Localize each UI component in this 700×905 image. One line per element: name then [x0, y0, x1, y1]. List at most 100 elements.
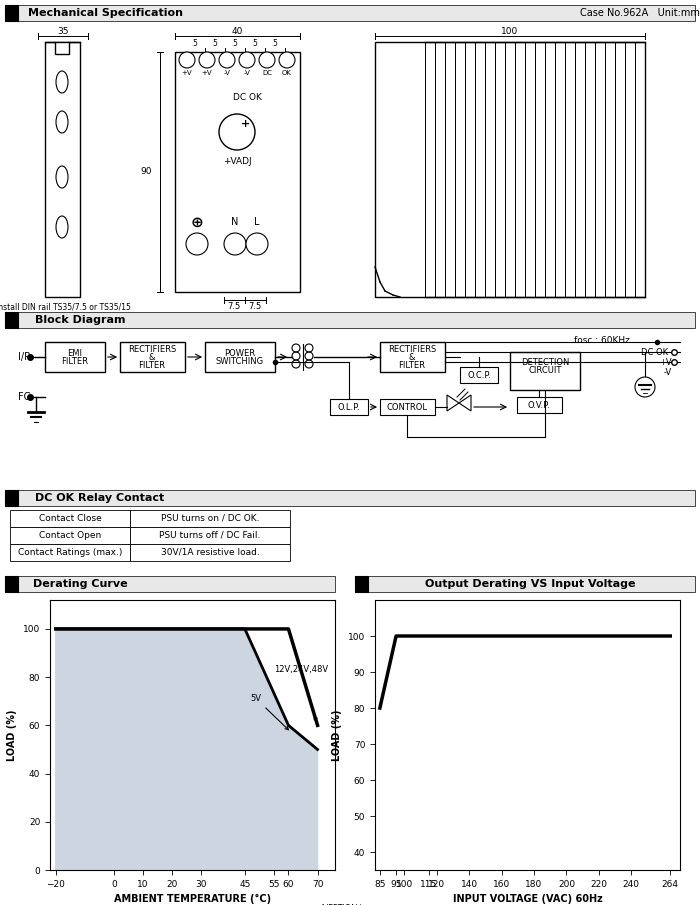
Circle shape	[186, 233, 208, 255]
Text: 5: 5	[232, 40, 237, 49]
Bar	[375, 42, 645, 297]
Ellipse shape	[56, 166, 68, 188]
Text: 5V: 5V	[251, 694, 288, 729]
Bar	[5, 576, 335, 592]
Text: &: &	[409, 353, 415, 361]
Ellipse shape	[56, 216, 68, 238]
Bar	[10, 510, 130, 527]
Text: OK: OK	[282, 70, 292, 76]
Text: 40: 40	[231, 27, 243, 36]
Text: Contact Close: Contact Close	[38, 513, 102, 522]
Bar	[510, 352, 580, 390]
Text: +V: +V	[202, 70, 212, 76]
Bar	[5, 576, 18, 592]
Circle shape	[635, 377, 655, 397]
Polygon shape	[459, 395, 471, 411]
Bar	[517, 397, 562, 413]
Circle shape	[239, 52, 255, 68]
Text: L: L	[254, 217, 260, 227]
Circle shape	[219, 52, 235, 68]
Bar	[120, 342, 185, 372]
Text: 12V,24V,48V: 12V,24V,48V	[274, 665, 328, 721]
Text: FILTER: FILTER	[398, 360, 426, 369]
Y-axis label: LOAD (%): LOAD (%)	[8, 710, 18, 761]
Text: I/P: I/P	[18, 352, 30, 362]
Polygon shape	[447, 395, 459, 411]
Bar	[5, 490, 695, 506]
Text: 90: 90	[141, 167, 152, 176]
Bar	[5, 490, 18, 506]
Bar	[460, 367, 498, 383]
Text: 5: 5	[253, 40, 258, 49]
Bar	[10, 527, 130, 544]
Polygon shape	[56, 629, 318, 870]
Text: -V: -V	[223, 70, 230, 76]
Bar	[205, 342, 275, 372]
Text: (VERTICAL): (VERTICAL)	[321, 904, 363, 905]
Bar	[10, 544, 130, 561]
Text: O.L.P.: O.L.P.	[337, 403, 360, 412]
Text: 30V/1A resistive load.: 30V/1A resistive load.	[160, 548, 260, 557]
Text: ⊕: ⊕	[190, 214, 204, 230]
Text: +V: +V	[659, 357, 672, 367]
Text: DETECTION: DETECTION	[521, 357, 569, 367]
Text: FILTER: FILTER	[139, 360, 165, 369]
Bar	[130, 510, 290, 527]
Text: Install DIN rail TS35/7.5 or TS35/15: Install DIN rail TS35/7.5 or TS35/15	[0, 302, 130, 311]
Bar	[130, 527, 290, 544]
Bar	[55, 42, 69, 54]
Ellipse shape	[56, 111, 68, 133]
Text: Output Derating VS Input Voltage: Output Derating VS Input Voltage	[425, 579, 636, 589]
Bar	[5, 312, 18, 328]
Text: 5: 5	[213, 40, 218, 49]
Bar	[5, 312, 695, 328]
Text: 7.5: 7.5	[248, 301, 262, 310]
Bar	[380, 342, 445, 372]
X-axis label: INPUT VOLTAGE (VAC) 60Hz: INPUT VOLTAGE (VAC) 60Hz	[453, 894, 603, 904]
Circle shape	[199, 52, 215, 68]
Bar	[130, 544, 290, 561]
Text: CONTROL: CONTROL	[386, 403, 428, 412]
X-axis label: AMBIENT TEMPERATURE (°C): AMBIENT TEMPERATURE (°C)	[114, 894, 271, 904]
Text: DC: DC	[262, 70, 272, 76]
Text: Contact Open: Contact Open	[39, 530, 101, 539]
Circle shape	[246, 233, 268, 255]
Text: 100: 100	[501, 27, 519, 36]
Text: POWER: POWER	[225, 348, 256, 357]
Text: Mechanical Specification: Mechanical Specification	[27, 8, 183, 18]
Circle shape	[219, 114, 255, 150]
Text: +VADJ: +VADJ	[223, 157, 251, 167]
Text: +: +	[240, 119, 250, 129]
Text: +V: +V	[182, 70, 192, 76]
Text: RECTIFIERS: RECTIFIERS	[388, 345, 436, 354]
Text: FILTER: FILTER	[62, 357, 88, 366]
Bar	[45, 42, 80, 297]
Text: 7.5: 7.5	[228, 301, 241, 310]
Text: O.V.P.: O.V.P.	[528, 401, 550, 409]
Text: &: &	[148, 353, 155, 361]
Text: 35: 35	[57, 27, 69, 36]
Bar	[5, 5, 18, 21]
Text: SWITCHING: SWITCHING	[216, 357, 264, 366]
Circle shape	[279, 52, 295, 68]
Text: Case No.962A   Unit:mm: Case No.962A Unit:mm	[580, 8, 700, 18]
Text: -V: -V	[244, 70, 251, 76]
Bar	[355, 576, 368, 592]
Text: DC OK: DC OK	[232, 92, 261, 101]
Text: DC OK Relay Contact: DC OK Relay Contact	[36, 493, 164, 503]
Text: Derating Curve: Derating Curve	[33, 579, 127, 589]
Text: 5: 5	[193, 40, 197, 49]
Text: fosc : 60KHz: fosc : 60KHz	[574, 336, 630, 345]
Text: 5: 5	[272, 40, 277, 49]
Bar	[5, 5, 695, 21]
Text: EMI: EMI	[67, 348, 83, 357]
Circle shape	[259, 52, 275, 68]
Text: -V: -V	[664, 367, 672, 376]
Text: Contact Ratings (max.): Contact Ratings (max.)	[18, 548, 122, 557]
Text: PSU turns off / DC Fail.: PSU turns off / DC Fail.	[160, 530, 260, 539]
Bar	[175, 52, 300, 292]
Text: N: N	[231, 217, 239, 227]
Bar	[330, 399, 368, 415]
Text: DC OK: DC OK	[641, 348, 668, 357]
Text: PSU turns on / DC OK.: PSU turns on / DC OK.	[161, 513, 259, 522]
